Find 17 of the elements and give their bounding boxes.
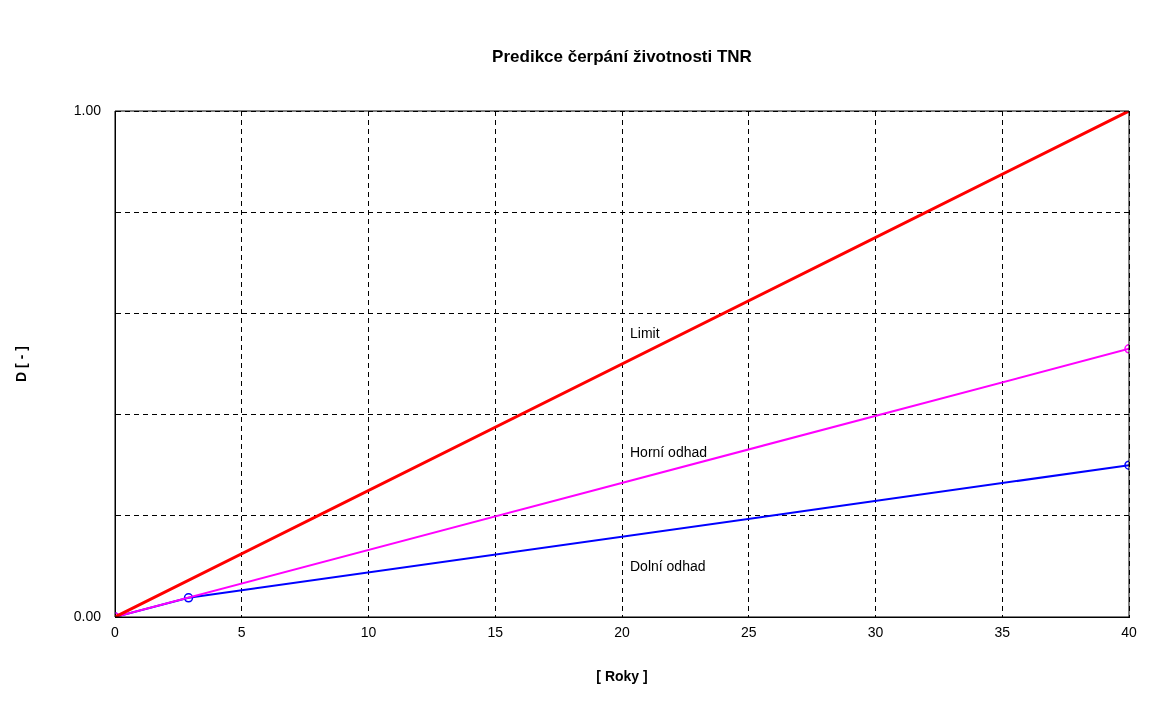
y-axis-title: D [ - ] [13,346,30,382]
x-tick-label: 20 [614,624,630,641]
x-tick-label: 0 [111,624,120,641]
series-label: Horní odhad [630,443,708,460]
x-tick-label: 5 [237,624,246,641]
y-tick-label: 1.00 [73,101,102,118]
x-tick-label: 30 [867,624,884,641]
x-tick-label: 40 [1121,624,1137,641]
x-tick-label: 10 [360,624,377,641]
x-tick-label: 35 [994,624,1011,641]
series-label: Limit [630,324,660,341]
x-axis-title: [ Roky ] [596,668,648,685]
chart-title: Predikce čerpání životnosti TNR [492,46,752,66]
y-tick-label: 0.00 [73,607,102,624]
x-tick-label: 15 [487,624,504,641]
series-label: Dolní odhad [630,557,706,574]
x-tick-label: 25 [740,624,757,641]
